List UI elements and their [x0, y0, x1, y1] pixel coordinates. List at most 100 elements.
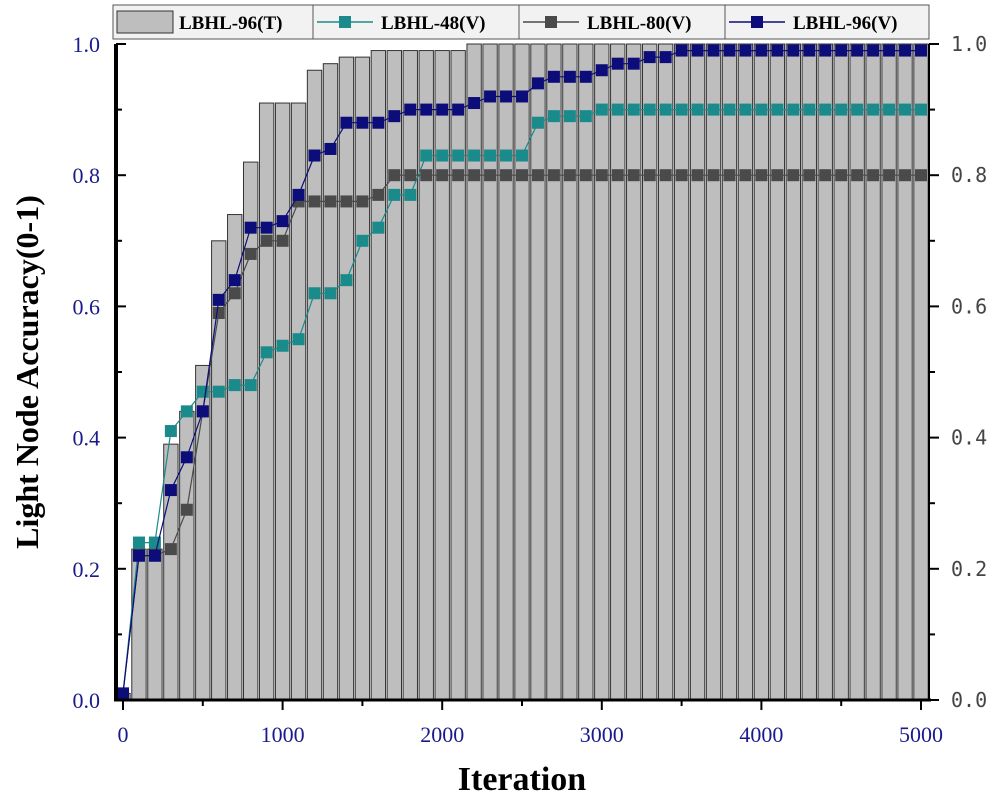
- legend-item: LBHL-48(V): [312, 4, 520, 40]
- x-tick-label: 3000: [580, 722, 624, 747]
- series-point: [468, 97, 481, 110]
- bar: [402, 50, 418, 701]
- series-point: [595, 64, 608, 77]
- series-point: [659, 169, 672, 182]
- series-point: [276, 234, 289, 247]
- bar: [673, 43, 690, 701]
- series-point: [563, 169, 576, 182]
- series-point: [324, 287, 337, 300]
- series-point: [547, 110, 560, 123]
- bar: [546, 43, 562, 701]
- bar: [450, 50, 466, 701]
- series-point: [308, 287, 321, 300]
- bar: [562, 43, 578, 701]
- series-point: [835, 103, 848, 116]
- series-point: [372, 116, 385, 129]
- y-tick-label-right: 0.6: [951, 294, 987, 318]
- legend-label: LBHL-80(V): [587, 13, 692, 34]
- lines-layer: [117, 44, 927, 700]
- series-point: [579, 110, 592, 123]
- series-point: [787, 169, 800, 182]
- y-tick-label-right: 0.2: [951, 557, 987, 581]
- series-point: [196, 405, 209, 418]
- bar: [626, 43, 642, 701]
- series-point: [611, 57, 624, 70]
- legend-item: LBHL-96(T): [112, 4, 314, 40]
- series-point: [212, 293, 225, 306]
- series-point: [787, 103, 800, 116]
- series-point: [164, 425, 177, 438]
- series-point: [643, 103, 656, 116]
- series-point: [899, 44, 912, 57]
- series-point: [276, 215, 289, 228]
- series-point: [180, 405, 193, 418]
- series-point: [436, 149, 449, 162]
- series-point: [675, 44, 688, 57]
- series-point: [771, 44, 784, 57]
- series-point: [164, 484, 177, 497]
- series-point: [484, 90, 497, 103]
- series-point: [356, 195, 369, 208]
- bar: [147, 548, 163, 701]
- series-point: [819, 103, 832, 116]
- series-point: [260, 221, 273, 234]
- series-point: [420, 149, 433, 162]
- series-point: [484, 149, 497, 162]
- legend-swatch: [116, 10, 174, 34]
- series-point: [228, 379, 241, 392]
- series-point: [212, 306, 225, 319]
- legend: LBHL-96(T) LBHL-48(V) LBHL-80(V) LBHL-96(V): [112, 4, 930, 40]
- series-point: [771, 169, 784, 182]
- x-tick-label: 0: [118, 722, 129, 747]
- series-point: [755, 44, 768, 57]
- series-point: [627, 57, 640, 70]
- series-point: [867, 169, 880, 182]
- series-point: [420, 169, 433, 182]
- y-tick-label-left: 0.4: [73, 426, 101, 451]
- y-tick-label-right: 0.4: [951, 426, 987, 450]
- bar: [721, 43, 738, 701]
- bar: [386, 50, 403, 701]
- series-point: [468, 149, 481, 162]
- series-point: [739, 44, 752, 57]
- series-point: [835, 44, 848, 57]
- series-2: [117, 44, 927, 700]
- series-point: [819, 44, 832, 57]
- bar: [530, 43, 546, 701]
- bar: [482, 43, 498, 701]
- bar: [306, 69, 323, 701]
- bar: [434, 50, 450, 701]
- series-point: [899, 169, 912, 182]
- bar: [370, 50, 387, 701]
- series-point: [388, 169, 401, 182]
- series-point: [420, 103, 433, 116]
- ticks-layer: 0.0 0.0 0.2 0.2 0.4 0.4 0.6 0.6 0.8 0.8 1.0 1.0 0 100…: [73, 32, 988, 747]
- series-point: [867, 103, 880, 116]
- bar: [705, 43, 722, 701]
- series-point: [372, 188, 385, 201]
- legend-label: LBHL-96(T): [179, 13, 282, 34]
- series-point: [340, 195, 353, 208]
- legend-item: LBHL-80(V): [518, 4, 726, 40]
- bar: [897, 43, 913, 701]
- series-point: [851, 44, 864, 57]
- x-tick-label: 5000: [899, 722, 943, 747]
- series-point: [675, 169, 688, 182]
- x-tick-label: 4000: [739, 722, 783, 747]
- series-point: [707, 44, 720, 57]
- bar: [785, 43, 802, 701]
- series-point: [276, 339, 289, 352]
- series-point: [164, 543, 177, 556]
- series-point: [819, 169, 832, 182]
- bar: [865, 43, 881, 701]
- series-point: [659, 103, 672, 116]
- bar: [610, 43, 626, 701]
- series-point: [516, 90, 528, 103]
- series-point: [579, 169, 592, 182]
- y-tick-label-right: 0.8: [951, 163, 987, 187]
- bar: [258, 102, 275, 701]
- series-point: [148, 549, 161, 562]
- series-point: [180, 503, 193, 516]
- bar: [163, 443, 179, 701]
- series-point: [516, 169, 528, 182]
